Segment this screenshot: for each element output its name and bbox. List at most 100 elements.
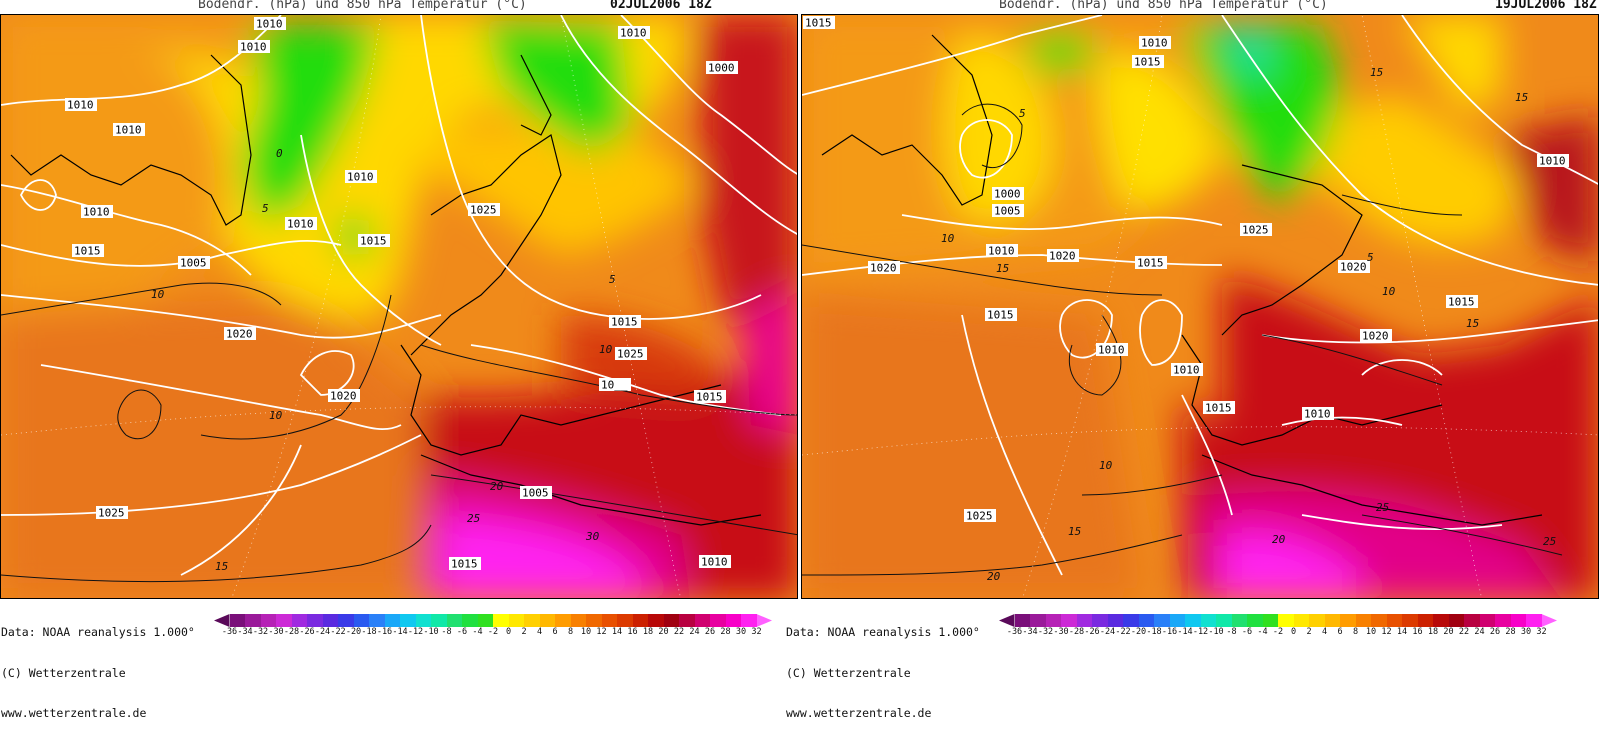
isotherm-label: 25 bbox=[1543, 535, 1556, 548]
color-swatch bbox=[1309, 614, 1325, 627]
svg-text:1010: 1010 bbox=[347, 171, 374, 184]
color-swatch bbox=[999, 614, 1015, 627]
scale-tick-label: -22 bbox=[330, 627, 346, 637]
scale-tick-label: 28 bbox=[1505, 627, 1516, 637]
scale-tick-label: 28 bbox=[720, 627, 731, 637]
color-swatch bbox=[245, 614, 261, 627]
svg-text:1010: 1010 bbox=[256, 18, 283, 31]
isobar-label: 1025 bbox=[468, 203, 500, 217]
isobars bbox=[1, 15, 797, 576]
scale-tick-label: 12 bbox=[1381, 627, 1392, 637]
footer-data-source: Data: NOAA reanalysis 1.000° bbox=[786, 625, 980, 639]
scale-tick-label: 6 bbox=[1337, 627, 1343, 637]
color-swatch bbox=[632, 614, 648, 627]
color-swatch bbox=[1293, 614, 1309, 627]
svg-text:1020: 1020 bbox=[1362, 330, 1389, 343]
isobar-label: 1010 bbox=[65, 98, 97, 112]
color-swatch bbox=[710, 614, 726, 627]
color-swatch bbox=[1092, 614, 1108, 627]
color-swatch bbox=[570, 614, 586, 627]
isobar-label: 1015 bbox=[1446, 295, 1478, 309]
scale-tick-label: 0 bbox=[505, 627, 512, 637]
scale-tick-label: 18 bbox=[642, 627, 654, 637]
scale-tick-label: -10 bbox=[423, 627, 439, 637]
scale-tick-label: 14 bbox=[611, 627, 623, 637]
isobar-label: 1015 bbox=[694, 390, 726, 404]
scale-tick-label: 32 bbox=[1536, 627, 1547, 637]
color-swatch bbox=[1340, 614, 1356, 627]
svg-text:1010: 1010 bbox=[1098, 344, 1125, 357]
svg-text:1025: 1025 bbox=[1242, 224, 1269, 237]
color-swatch bbox=[586, 614, 602, 627]
color-swatch bbox=[369, 614, 385, 627]
isobar-label: 1010 bbox=[618, 26, 650, 40]
isotherm-label: 20 bbox=[987, 570, 1001, 583]
isobar-label: 1010 bbox=[238, 40, 270, 54]
svg-text:1005: 1005 bbox=[994, 205, 1021, 218]
svg-text:1020: 1020 bbox=[226, 328, 253, 341]
isotherm-label: 5 bbox=[262, 202, 269, 215]
scale-tick-label: -34 bbox=[237, 627, 253, 637]
scale-tick-label: -6 bbox=[456, 627, 468, 637]
color-swatch bbox=[1541, 614, 1557, 627]
isobar-label: 1015 bbox=[358, 234, 390, 248]
color-swatch bbox=[1278, 614, 1294, 627]
isobar-label: 1010 bbox=[1171, 363, 1203, 377]
svg-text:1015: 1015 bbox=[74, 245, 101, 258]
svg-text:1010: 1010 bbox=[1141, 37, 1168, 50]
color-swatch bbox=[1200, 614, 1216, 627]
scale-tick-label: 26 bbox=[1489, 627, 1501, 637]
color-swatch bbox=[725, 614, 741, 627]
isobar-label: 1005 bbox=[178, 256, 210, 270]
map-title: Bodendr. (hPa) und 850 hPa Temperatur (°… bbox=[801, 0, 1600, 13]
color-swatch bbox=[1216, 614, 1232, 627]
svg-text:10__: 10__ bbox=[601, 379, 628, 392]
isobar-label: 1010 bbox=[113, 123, 145, 137]
scale-tick-label: 16 bbox=[1412, 627, 1423, 637]
isobar-label: 1020 bbox=[224, 327, 256, 341]
scale-tick-label: -12 bbox=[407, 627, 424, 637]
color-swatch bbox=[1231, 614, 1247, 627]
svg-text:1000: 1000 bbox=[994, 188, 1021, 201]
color-swatch bbox=[291, 614, 307, 627]
color-swatch bbox=[1433, 614, 1449, 627]
scale-tick-label: -28 bbox=[1068, 627, 1085, 637]
footer-right: Data: NOAA reanalysis 1.000° (C) Wetterz… bbox=[786, 599, 980, 734]
isobar-label: 1015 bbox=[609, 315, 641, 329]
isobar-label: 1020 bbox=[1047, 249, 1079, 263]
svg-text:1015: 1015 bbox=[1205, 402, 1232, 415]
scale-tick-label: 24 bbox=[1474, 627, 1485, 637]
scale-tick-label: -6 bbox=[1241, 627, 1253, 637]
isotherm-label: 10 bbox=[1099, 459, 1113, 472]
color-swatch bbox=[276, 614, 292, 627]
scale-tick-label: -10 bbox=[1208, 627, 1224, 637]
isobar-label: 1015 bbox=[803, 16, 835, 30]
color-swatch bbox=[477, 614, 493, 627]
color-swatch bbox=[1169, 614, 1185, 627]
color-swatch bbox=[462, 614, 478, 627]
isobar-label: 10__ bbox=[599, 378, 631, 392]
map-panel-left: Bodendr. (hPa) und 850 hPa Temperatur (°… bbox=[0, 0, 800, 641]
color-swatch bbox=[524, 614, 540, 627]
color-swatch bbox=[1247, 614, 1263, 627]
scale-tick-label: 22 bbox=[1458, 627, 1470, 637]
isobar-label: 1020 bbox=[1360, 329, 1392, 343]
color-swatch bbox=[1262, 614, 1278, 627]
svg-text:1005: 1005 bbox=[522, 487, 549, 500]
isotherm-label: 30 bbox=[585, 530, 600, 543]
color-swatch bbox=[694, 614, 710, 627]
scale-tick-label: 8 bbox=[1352, 627, 1359, 637]
scale-tick-label: 0 bbox=[1290, 627, 1297, 637]
color-swatch bbox=[353, 614, 369, 627]
isobar-label: 1015 bbox=[1203, 401, 1235, 415]
scale-tick-label: -26 bbox=[299, 627, 315, 637]
color-swatch bbox=[1138, 614, 1154, 627]
isobar-label: 1015 bbox=[449, 557, 481, 571]
color-swatch bbox=[446, 614, 462, 627]
isotherm-label: 10 bbox=[599, 343, 613, 356]
scale-tick-label: -18 bbox=[1146, 627, 1162, 637]
scale-tick-label: -18 bbox=[361, 627, 377, 637]
isotherm-label: 15 bbox=[996, 262, 1009, 275]
svg-text:1020: 1020 bbox=[1340, 261, 1367, 274]
isotherm-label: 5 bbox=[1367, 251, 1374, 264]
